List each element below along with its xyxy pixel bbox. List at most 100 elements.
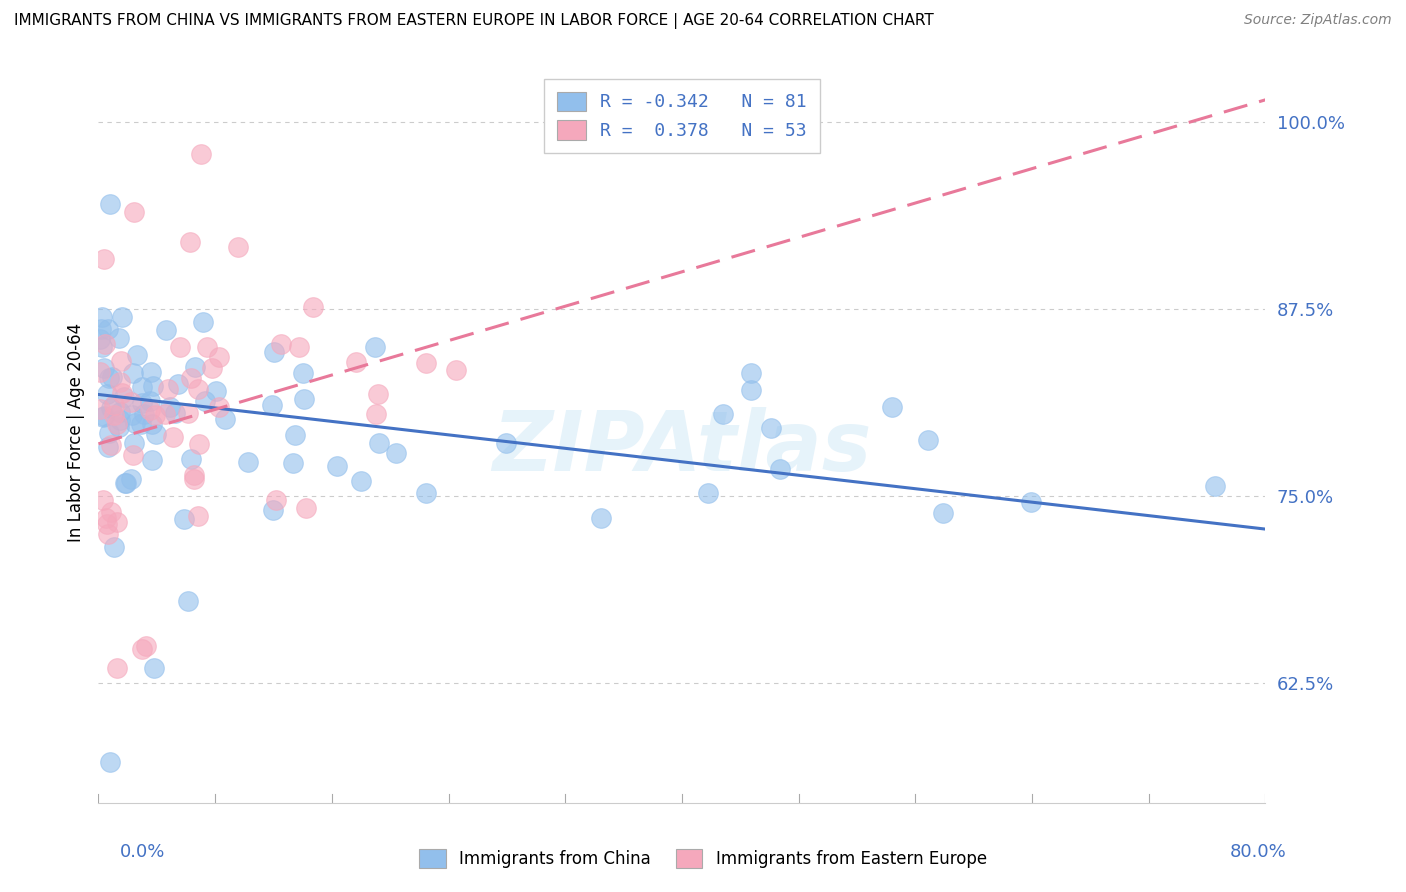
Point [122,366,145,380]
Point [495,435,517,450]
Point [112,390,135,404]
Point [143,409,166,423]
Point [98,756,121,770]
Point [105,515,128,529]
Point [122,448,145,462]
Point [155,323,177,337]
Text: 80.0%: 80.0% [1230,843,1286,861]
Point [122,436,145,450]
Point [93,360,115,375]
Point [367,387,389,401]
Point [917,434,939,448]
Point [139,393,162,408]
Point [110,354,132,368]
Point [197,341,219,355]
Point [131,396,153,410]
Point [287,340,309,354]
Point [283,456,305,470]
Point [89,366,111,380]
Point [263,345,285,359]
Point [141,452,163,467]
Point [194,393,217,408]
Point [124,416,146,430]
Point [108,375,131,389]
Point [270,336,292,351]
Point [214,411,236,425]
Point [228,240,250,254]
Point [97,321,120,335]
Point [768,461,790,475]
Point [93,409,115,423]
Point [114,475,136,490]
Point [264,493,287,508]
Point [100,401,122,415]
Point [385,446,408,460]
Point [139,365,162,379]
Point [415,486,437,500]
Point [204,384,226,399]
Point [98,371,121,385]
Point [100,505,122,519]
Point [292,392,315,406]
Point [89,332,111,346]
Point [108,404,131,418]
Point [415,356,437,370]
Point [111,386,134,401]
Point [97,440,120,454]
Point [236,455,259,469]
Text: IMMIGRANTS FROM CHINA VS IMMIGRANTS FROM EASTERN EUROPE IN LABOR FORCE | AGE 20-: IMMIGRANTS FROM CHINA VS IMMIGRANTS FROM… [14,13,934,29]
Point [142,661,165,675]
Point [131,641,153,656]
Point [180,451,202,466]
Point [1021,494,1043,508]
Point [207,351,229,365]
Point [697,486,720,500]
Point [188,437,211,451]
Point [173,512,195,526]
Point [191,314,214,328]
Point [759,421,782,435]
Point [162,430,184,444]
Point [100,438,122,452]
Point [711,407,734,421]
Point [260,397,283,411]
Point [97,526,120,541]
Point [153,407,176,421]
Point [446,363,468,377]
Point [89,401,111,416]
Point [177,406,200,420]
Point [367,436,389,450]
Point [93,252,115,267]
Point [183,468,205,483]
Point [740,383,762,397]
Point [91,410,114,425]
Point [94,511,117,525]
Point [159,400,181,414]
Point [326,458,349,473]
Point [120,395,142,409]
Point [107,330,129,344]
Point [190,147,212,161]
Point [291,366,314,380]
Point [139,403,162,417]
Point [103,540,125,554]
Legend: Immigrants from China, Immigrants from Eastern Europe: Immigrants from China, Immigrants from E… [412,843,994,875]
Text: ZIPAtlas: ZIPAtlas [492,407,872,488]
Point [1204,479,1226,493]
Y-axis label: In Labor Force | Age 20-64: In Labor Force | Age 20-64 [66,323,84,542]
Point [101,369,124,384]
Point [96,387,118,401]
Point [200,361,222,376]
Point [183,472,205,486]
Point [177,594,200,608]
Point [90,341,112,355]
Point [120,472,142,486]
Point [169,340,191,354]
Point [167,377,190,392]
Point [121,408,143,422]
Point [107,420,129,434]
Point [740,366,762,380]
Point [145,426,167,441]
Point [180,371,202,385]
Point [184,360,207,375]
